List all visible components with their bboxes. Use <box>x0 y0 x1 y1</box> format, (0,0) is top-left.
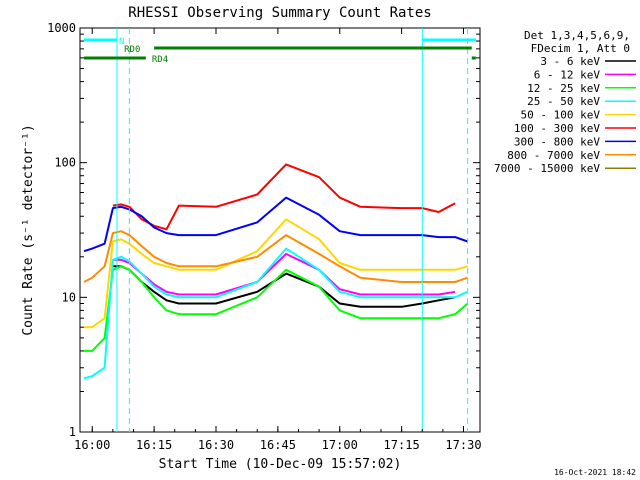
timestamp: 16-Oct-2021 18:42 <box>554 468 636 477</box>
y-tick-label-3: 1000 <box>47 21 76 35</box>
series-line-3 <box>83 247 469 380</box>
y-tick-label-0: 1 <box>69 425 76 439</box>
y-tick-label-2: 100 <box>54 156 76 170</box>
axes-layer: 16:00 16:15 16:30 16:45 17:00 17:15 17:30 1 10 10… <box>47 21 481 452</box>
x-tick-label-1: 16:15 <box>136 438 172 452</box>
x-tick-label-3: 16:45 <box>260 438 296 452</box>
series-line-4 <box>84 218 468 329</box>
series-line-6 <box>83 196 468 253</box>
legend-label-6: 300 - 800 keV <box>514 135 600 148</box>
legend-header-0: Det 1,3,4,5,6,9, <box>524 29 630 42</box>
series-line-2 <box>84 265 469 352</box>
x-axis-label: Start Time (10-Dec-09 15:57:02) <box>159 457 402 472</box>
annotation-label-0: N <box>119 37 124 47</box>
x-tick-label-0: 16:00 <box>74 438 110 452</box>
x-tick-label-6: 17:30 <box>445 438 481 452</box>
legend-label-3: 25 - 50 keV <box>527 95 600 108</box>
chart-title: RHESSI Observing Summary Count Rates <box>128 5 431 21</box>
plot-frame <box>79 27 481 433</box>
x-tick-label-2: 16:30 <box>198 438 234 452</box>
series-line-5 <box>112 163 456 231</box>
legend-label-2: 12 - 25 keV <box>527 82 600 95</box>
legend-label-0: 3 - 6 keV <box>540 55 600 68</box>
annotation-label-2: RD0 <box>124 45 140 55</box>
y-axis-label: Count Rate (s⁻¹ detector⁻¹) <box>21 124 36 335</box>
x-tick-label-5: 17:15 <box>384 438 420 452</box>
y-tick-label-1: 10 <box>62 290 76 304</box>
legend-label-4: 50 - 100 keV <box>521 109 601 122</box>
annotation-label-3: RD4 <box>152 55 168 65</box>
x-tick-label-4: 17:00 <box>322 438 358 452</box>
legend-header-1: FDecim 1, Att 0 <box>531 42 630 55</box>
legend: Det 1,3,4,5,6,9,FDecim 1, Att 03 - 6 keV… <box>494 29 636 175</box>
series-line-7 <box>83 230 468 283</box>
series-layer <box>83 163 469 380</box>
legend-label-5: 100 - 300 keV <box>514 122 600 135</box>
legend-label-7: 800 - 7000 keV <box>507 149 600 162</box>
legend-label-1: 6 - 12 keV <box>534 68 601 81</box>
legend-label-8: 7000 - 15000 keV <box>494 162 600 175</box>
